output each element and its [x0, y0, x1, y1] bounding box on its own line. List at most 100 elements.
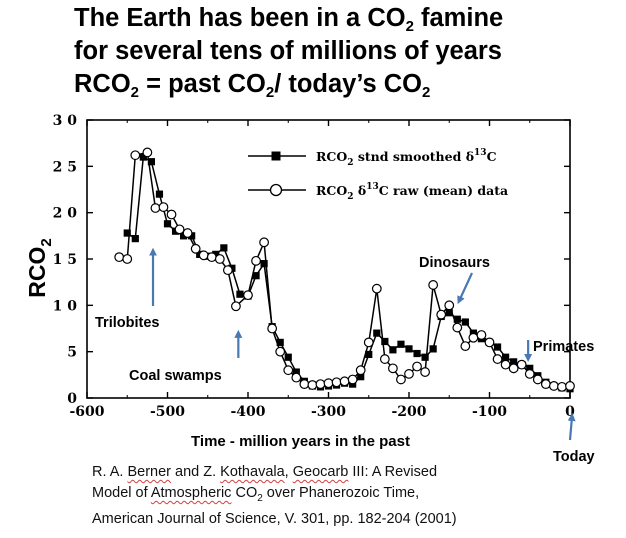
- annotation-today: Today: [553, 449, 595, 465]
- series-2-point: [331, 377, 342, 388]
- series-2-point: [388, 363, 398, 374]
- series-2-point: [158, 202, 169, 213]
- title-line-2: for several tens of millions of years: [74, 37, 502, 65]
- citation-line-1: R. A. Berner and Z. Kothavala, Geocarb I…: [92, 464, 438, 480]
- series-1-point: [381, 337, 389, 346]
- series-1-point: [453, 315, 461, 323]
- series-1-point: [284, 353, 292, 361]
- series-2-point: [363, 337, 374, 348]
- series-2-point: [122, 254, 133, 264]
- today-arrow: [567, 413, 576, 441]
- series-1-point: [260, 260, 268, 268]
- series-2-point: [198, 250, 209, 261]
- series-2-point: [267, 323, 278, 334]
- series-2-point: [412, 361, 422, 372]
- series-2-point: [174, 224, 185, 235]
- x-tick-label: -500: [150, 404, 185, 420]
- series-2-point: [206, 252, 217, 263]
- series-1-point: [163, 220, 172, 228]
- y-tick-label: 1 5: [53, 252, 77, 268]
- series-2-point: [371, 283, 382, 294]
- annotation-dinosaurs: Dinosaurs: [419, 255, 490, 271]
- series-2-point: [347, 374, 358, 385]
- series-1-point: [445, 309, 453, 317]
- series-2-point: [259, 237, 270, 248]
- y-tick-label: 3 0: [53, 113, 78, 129]
- series-1-point: [236, 290, 244, 298]
- legend-label-2: RCO2 δ13C raw (mean) data: [316, 182, 508, 202]
- series-2-point: [251, 255, 261, 266]
- series-1-point: [276, 338, 284, 346]
- series-1-point: [429, 345, 437, 353]
- series-2-point: [114, 252, 125, 263]
- series-2-point: [484, 337, 495, 348]
- series-1-point: [123, 229, 131, 237]
- y-axis-label: RCO2: [24, 238, 55, 297]
- series-2-point: [283, 365, 294, 376]
- series-2-point: [436, 309, 447, 320]
- chart-title: The Earth has been in a CO2 famine for s…: [74, 2, 614, 101]
- series-2-point: [315, 379, 326, 390]
- series-2-point: [452, 322, 463, 333]
- series-1-point: [526, 364, 534, 372]
- series-2-point: [130, 150, 141, 161]
- annotation-trilobites: Trilobites: [95, 315, 159, 331]
- y-tick-label: 5: [67, 345, 77, 361]
- series-2-point: [182, 228, 193, 238]
- series-2-point: [444, 300, 455, 311]
- series-2-point: [214, 254, 225, 264]
- series-1-point: [155, 190, 164, 198]
- series-1-point: [502, 353, 510, 361]
- x-axis-label: Time - million years in the past: [191, 433, 410, 450]
- series-2-point: [404, 369, 414, 379]
- series-1-point: [220, 244, 228, 252]
- series-2-point: [540, 379, 551, 390]
- series-1-point: [397, 340, 405, 348]
- x-tick-label: -200: [391, 404, 426, 420]
- legend-marker-square: [271, 151, 281, 161]
- series-2-point: [355, 365, 366, 376]
- series-2-point: [243, 290, 253, 301]
- series-1-point: [147, 158, 155, 166]
- y-tick-label: 1 0: [53, 298, 78, 314]
- y-tick-label: 2 5: [53, 159, 77, 175]
- series-2-point: [231, 301, 241, 312]
- series-2-point: [500, 359, 511, 370]
- series-2-point: [468, 332, 479, 343]
- series-2-point: [291, 372, 302, 383]
- y-tick-label: 0: [67, 391, 77, 407]
- x-tick-label: -300: [311, 404, 346, 420]
- series-2-point: [428, 280, 439, 290]
- citation: R. A. Berner and Z. Kothavala, Geocarb I…: [92, 462, 612, 530]
- series-2-point: [299, 379, 310, 390]
- series-2-point: [565, 381, 575, 391]
- series-2-point: [150, 203, 161, 213]
- annotation-coal-swamps: Coal swamps: [129, 368, 222, 384]
- legend-label-1: RCO2 stnd smoothed δ13C: [316, 148, 497, 168]
- series-1-point: [131, 235, 139, 243]
- series-1-point: [252, 272, 260, 280]
- dinosaurs-arrow: [457, 272, 473, 305]
- series-2-point: [549, 381, 559, 391]
- series-1-point: [405, 345, 413, 353]
- annotation-primates: Primates: [533, 339, 594, 355]
- x-tick-label: -100: [472, 404, 507, 420]
- x-tick-label: -600: [69, 404, 104, 420]
- series-2-point: [275, 346, 286, 357]
- series-2-point: [379, 354, 390, 364]
- series-2-point: [142, 147, 153, 158]
- series-1-point: [421, 353, 429, 361]
- title-line-1: The Earth has been in a CO2 famine: [74, 4, 504, 35]
- series-2-point: [323, 378, 334, 389]
- x-tick-label: -400: [230, 404, 265, 420]
- series-1-point: [493, 343, 502, 351]
- series-2-point: [492, 354, 503, 364]
- series-2-point: [557, 381, 567, 392]
- y-tick-label: 2 0: [53, 206, 78, 222]
- series-1-point: [139, 153, 147, 161]
- series-2-point: [166, 209, 177, 220]
- series-2-point: [190, 243, 201, 254]
- series-2-point: [516, 359, 527, 370]
- series-1-point: [373, 329, 381, 337]
